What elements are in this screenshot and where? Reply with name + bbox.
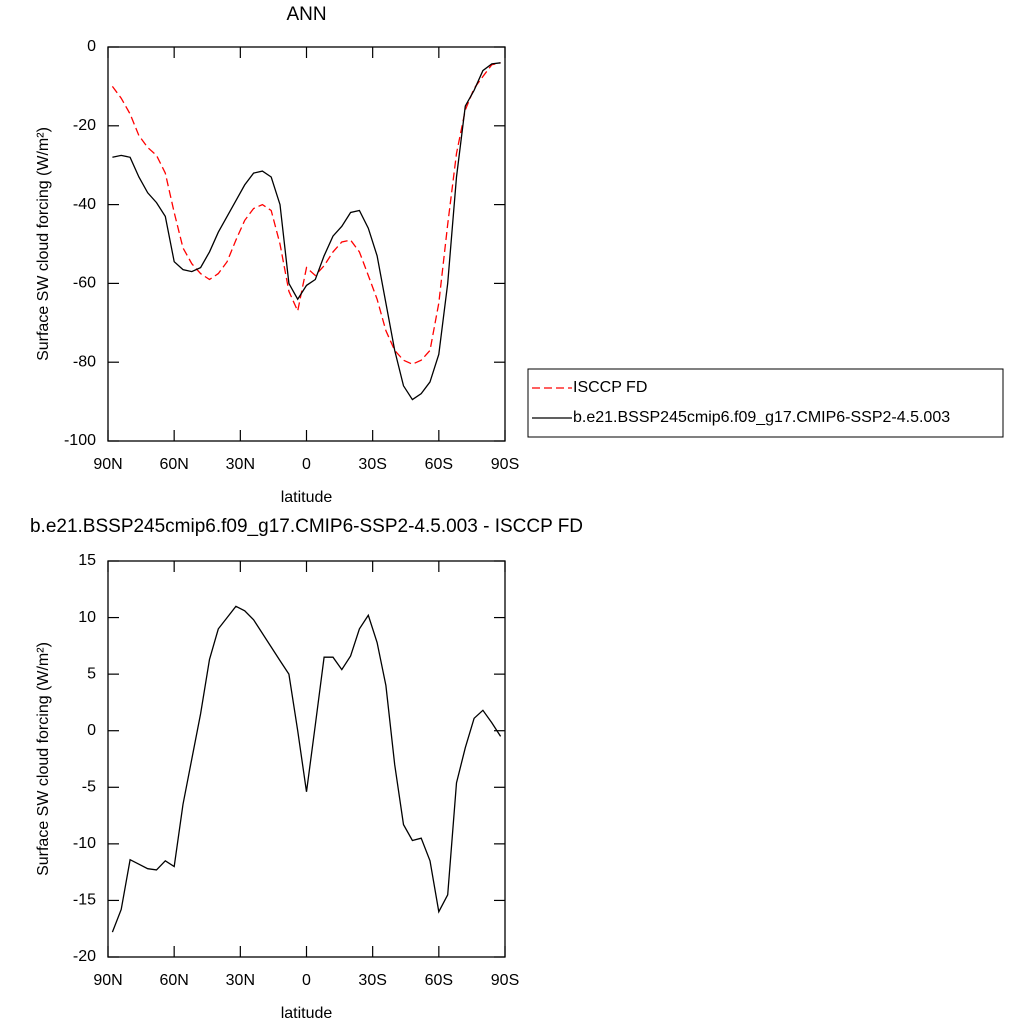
x-tick-label: 60S <box>425 972 453 989</box>
y-tick-label: 0 <box>87 722 96 739</box>
y-tick-label: -80 <box>73 353 96 370</box>
y-tick-label: 5 <box>87 665 96 682</box>
x-tick-label: 90S <box>491 972 519 989</box>
plot-frame <box>107 560 506 958</box>
x-tick-label: 60N <box>159 456 188 473</box>
x-tick-label: 90N <box>93 456 122 473</box>
y-tick-label: 10 <box>78 609 96 626</box>
y-tick-label: -15 <box>73 892 96 909</box>
x-tick-label: 30S <box>358 972 386 989</box>
x-tick-label: 30N <box>226 456 255 473</box>
y-tick-label: -40 <box>73 196 96 213</box>
legend-label: b.e21.BSSP245cmip6.f09_g17.CMIP6-SSP2-4.… <box>573 409 950 426</box>
x-axis-label: latitude <box>281 1005 333 1022</box>
legend-label: ISCCP FD <box>573 379 647 396</box>
x-tick-label: 90N <box>93 972 122 989</box>
x-tick-label: 60N <box>159 972 188 989</box>
y-tick-label: 0 <box>87 38 96 55</box>
y-tick-label: -20 <box>73 948 96 965</box>
legend-box <box>527 368 1004 438</box>
y-tick-label: -20 <box>73 117 96 134</box>
x-tick-label: 0 <box>302 972 311 989</box>
x-axis-label: latitude <box>281 489 333 506</box>
chart-title: b.e21.BSSP245cmip6.f09_g17.CMIP6-SSP2-4.… <box>30 516 583 537</box>
y-tick-label: -10 <box>73 835 96 852</box>
y-tick-label: -5 <box>82 779 96 796</box>
y-tick-label: 15 <box>78 552 96 569</box>
x-tick-label: 90S <box>491 456 519 473</box>
x-tick-label: 60S <box>425 456 453 473</box>
y-axis-label: Surface SW cloud forcing (W/m²) <box>35 642 52 876</box>
data-line <box>111 62 501 365</box>
x-tick-label: 30S <box>358 456 386 473</box>
x-tick-label: 30N <box>226 972 255 989</box>
x-tick-label: 0 <box>302 456 311 473</box>
plot-frame <box>107 46 506 442</box>
y-axis-label: Surface SW cloud forcing (W/m²) <box>35 127 52 361</box>
data-line <box>111 605 502 933</box>
chart-title: ANN <box>286 4 326 25</box>
y-tick-label: -60 <box>73 275 96 292</box>
data-line <box>112 62 501 401</box>
y-tick-label: -100 <box>64 432 96 449</box>
